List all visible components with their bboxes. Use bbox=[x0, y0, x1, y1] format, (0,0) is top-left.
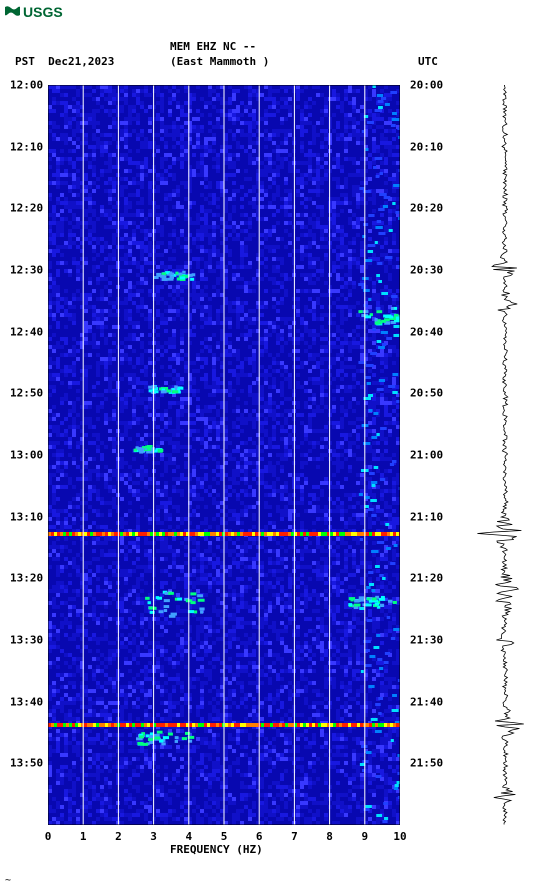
station-code: MEM EHZ NC -- bbox=[170, 40, 256, 53]
y-tick-right: 21:10 bbox=[410, 510, 443, 523]
y-tick-left: 12:50 bbox=[10, 387, 43, 400]
date: Dec21,2023 bbox=[48, 55, 114, 68]
x-tick: 10 bbox=[393, 830, 406, 843]
x-tick: 3 bbox=[150, 830, 157, 843]
y-tick-left: 13:40 bbox=[10, 695, 43, 708]
seismogram bbox=[470, 85, 540, 825]
y-tick-left: 13:30 bbox=[10, 634, 43, 647]
y-tick-right: 21:20 bbox=[410, 572, 443, 585]
y-tick-left: 12:20 bbox=[10, 202, 43, 215]
y-tick-left: 12:00 bbox=[10, 79, 43, 92]
x-tick: 9 bbox=[361, 830, 368, 843]
x-tick: 7 bbox=[291, 830, 298, 843]
tz-right: UTC bbox=[418, 55, 438, 68]
x-tick: 2 bbox=[115, 830, 122, 843]
x-axis-label: FREQUENCY (HZ) bbox=[170, 843, 263, 856]
logo-text: USGS bbox=[23, 4, 63, 20]
y-tick-right: 20:10 bbox=[410, 140, 443, 153]
y-tick-right: 21:50 bbox=[410, 757, 443, 770]
y-tick-right: 21:00 bbox=[410, 449, 443, 462]
x-tick: 4 bbox=[185, 830, 192, 843]
y-tick-left: 12:30 bbox=[10, 264, 43, 277]
y-tick-left: 13:20 bbox=[10, 572, 43, 585]
x-tick: 1 bbox=[80, 830, 87, 843]
y-tick-right: 20:40 bbox=[410, 325, 443, 338]
y-tick-right: 20:30 bbox=[410, 264, 443, 277]
usgs-logo: USGS bbox=[3, 3, 63, 21]
y-tick-left: 13:50 bbox=[10, 757, 43, 770]
y-tick-right: 21:30 bbox=[410, 634, 443, 647]
y-tick-right: 20:00 bbox=[410, 79, 443, 92]
tz-left: PST bbox=[15, 55, 35, 68]
y-tick-left: 12:40 bbox=[10, 325, 43, 338]
y-tick-left: 12:10 bbox=[10, 140, 43, 153]
station-name: (East Mammoth ) bbox=[170, 55, 269, 68]
x-tick: 8 bbox=[326, 830, 333, 843]
y-tick-right: 21:40 bbox=[410, 695, 443, 708]
y-tick-right: 20:50 bbox=[410, 387, 443, 400]
y-tick-right: 20:20 bbox=[410, 202, 443, 215]
spectrogram bbox=[48, 85, 400, 825]
header-left: PST Dec21,2023 bbox=[15, 55, 114, 68]
x-tick: 5 bbox=[221, 830, 228, 843]
x-tick: 0 bbox=[45, 830, 52, 843]
footer-mark: ~ bbox=[5, 875, 11, 886]
x-tick: 6 bbox=[256, 830, 263, 843]
y-tick-left: 13:10 bbox=[10, 510, 43, 523]
y-tick-left: 13:00 bbox=[10, 449, 43, 462]
